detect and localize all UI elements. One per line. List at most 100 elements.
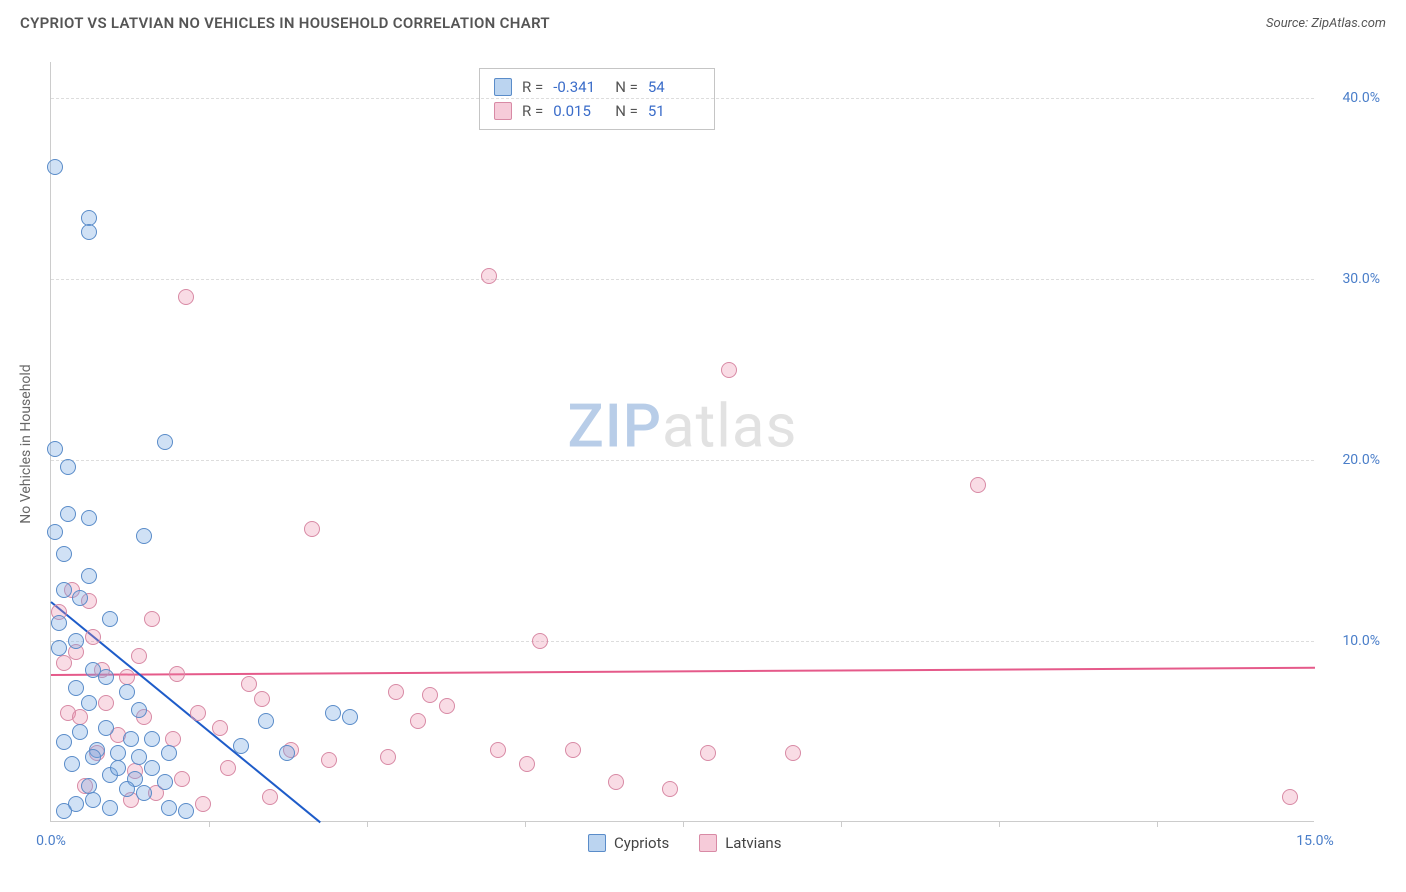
scatter-point-series-a [157,434,173,450]
x-tick-label: 15.0% [1296,833,1334,849]
r-value-b: 0.015 [553,99,605,123]
swatch-series-b [494,102,512,120]
y-tick-label: 20.0% [1326,452,1380,468]
r-label-b: R = [522,99,543,123]
y-tick-label: 40.0% [1326,90,1380,106]
n-label-b: N = [615,99,638,123]
scatter-point-series-b [700,745,716,761]
trend-line-series-b [51,666,1315,675]
scatter-point-series-b [195,796,211,812]
scatter-point-series-b [220,760,236,776]
legend-swatch-a [588,834,606,852]
legend-item-series-a: Cypriots [588,834,669,852]
y-tick-label: 10.0% [1326,633,1380,649]
scatter-point-series-b [144,611,160,627]
scatter-point-series-b [608,774,624,790]
scatter-point-series-b [519,756,535,772]
scatter-point-series-a [56,803,72,819]
scatter-point-series-a [56,546,72,562]
scatter-point-series-b [532,633,548,649]
scatter-point-series-a [161,800,177,816]
scatter-point-series-b [178,289,194,305]
r-value-a: -0.341 [553,75,605,99]
scatter-point-series-a [51,640,67,656]
x-tick-mark [683,821,684,827]
scatter-point-series-a [47,524,63,540]
x-tick-mark [1157,821,1158,827]
x-tick-label: 0.0% [36,833,66,849]
chart-title: CYPRIOT VS LATVIAN NO VEHICLES IN HOUSEH… [20,14,550,32]
scatter-point-series-b [304,521,320,537]
scatter-point-series-b [169,666,185,682]
n-value-b: 51 [648,99,700,123]
scatter-point-series-a [119,684,135,700]
scatter-point-series-b [388,684,404,700]
scatter-point-series-a [279,745,295,761]
scatter-point-series-b [212,720,228,736]
legend-label-a: Cypriots [614,834,669,852]
watermark: ZIPatlas [568,391,798,462]
scatter-point-series-b [56,655,72,671]
scatter-point-series-a [47,441,63,457]
source-attribution: Source: ZipAtlas.com [1266,16,1386,31]
scatter-point-series-a [64,756,80,772]
scatter-point-series-a [161,745,177,761]
scatter-point-series-a [47,159,63,175]
scatter-point-series-a [102,800,118,816]
scatter-point-series-b [970,477,986,493]
scatter-point-series-a [68,633,84,649]
scatter-point-series-b [174,771,190,787]
scatter-point-series-b [85,629,101,645]
scatter-point-series-a [98,720,114,736]
scatter-point-series-b [410,713,426,729]
gridline-horizontal [51,279,1314,280]
chart-container: No Vehicles in Household ZIPatlas R = -0… [18,44,1388,854]
scatter-point-series-a [85,749,101,765]
scatter-point-series-a [110,760,126,776]
x-tick-mark [525,821,526,827]
scatter-point-series-a [98,669,114,685]
gridline-horizontal [51,460,1314,461]
scatter-plot-area: ZIPatlas R = -0.341 N = 54 R = 0.015 N =… [50,62,1314,822]
scatter-point-series-b [131,648,147,664]
scatter-point-series-b [190,705,206,721]
scatter-point-series-a [72,724,88,740]
x-tick-mark [367,821,368,827]
scatter-point-series-a [60,459,76,475]
r-label-a: R = [522,75,543,99]
watermark-part-1: ZIP [568,391,662,462]
y-tick-label: 30.0% [1326,271,1380,287]
scatter-point-series-a [85,792,101,808]
scatter-point-series-a [157,774,173,790]
scatter-point-series-a [81,568,97,584]
scatter-point-series-a [81,778,97,794]
scatter-point-series-b [241,676,257,692]
scatter-point-series-a [123,731,139,747]
x-tick-mark [841,821,842,827]
scatter-point-series-b [785,745,801,761]
scatter-point-series-a [68,680,84,696]
bottom-legend: Cypriots Latvians [588,834,781,852]
scatter-point-series-a [81,224,97,240]
scatter-point-series-a [178,803,194,819]
y-axis-label: No Vehicles in Household [18,364,34,523]
n-label-a: N = [615,75,638,99]
scatter-point-series-b [1282,789,1298,805]
scatter-point-series-a [144,760,160,776]
scatter-point-series-b [662,781,678,797]
scatter-point-series-a [56,734,72,750]
scatter-point-series-a [102,611,118,627]
scatter-point-series-b [721,362,737,378]
scatter-point-series-a [136,528,152,544]
legend-label-b: Latvians [725,834,781,852]
scatter-point-series-b [422,687,438,703]
scatter-point-series-a [233,738,249,754]
scatter-point-series-b [380,749,396,765]
scatter-point-series-a [60,506,76,522]
scatter-point-series-b [254,691,270,707]
scatter-point-series-a [342,709,358,725]
scatter-point-series-b [262,789,278,805]
scatter-point-series-b [98,695,114,711]
scatter-point-series-a [81,510,97,526]
scatter-point-series-a [325,705,341,721]
